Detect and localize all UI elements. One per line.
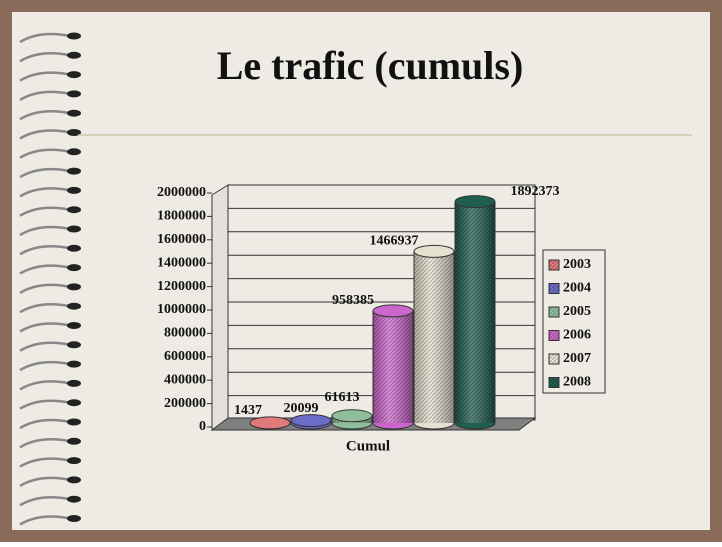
spiral-hole [67,264,81,271]
spiral-hole [67,341,81,348]
spiral-hole [67,457,81,464]
legend-label: 2005 [563,304,591,319]
legend-swatch-hatch [549,307,559,317]
spiral-hole [67,187,81,194]
legend-swatch-hatch [549,260,559,270]
y-tick-label: 1800000 [157,209,206,224]
y-tick-label: 0 [199,419,206,434]
bar-cap [332,410,372,422]
bar-cap [455,196,495,208]
spiral-hole [67,303,81,310]
spiral-hole [67,168,81,175]
spiral-hole [67,476,81,483]
spiral-hole [67,361,81,368]
legend-label: 2006 [563,328,591,343]
spiral-hole [67,226,81,233]
spiral-hole [67,206,81,213]
spiral-hole [67,245,81,252]
data-label: 958385 [332,293,374,308]
spiral-hole [67,110,81,117]
data-label: 20099 [284,401,319,416]
y-tick-label: 1200000 [157,279,206,294]
y-tick-label: 1600000 [157,232,206,247]
legend-label: 2007 [563,351,591,366]
y-tick-label: 600000 [164,349,206,364]
legend-swatch-hatch [549,331,559,341]
y-tick-label: 2000000 [157,185,206,200]
slide-title: Le trafic (cumuls) [217,43,524,88]
spiral-hole [67,33,81,40]
legend-swatch-hatch [549,378,559,388]
side-wall [212,185,228,430]
legend-swatch-hatch [549,354,559,364]
spiral-hole [67,380,81,387]
spiral-hole [67,283,81,290]
spiral-hole [67,148,81,155]
bar-hatch [373,311,413,423]
y-tick-label: 800000 [164,326,206,341]
spiral-hole [67,399,81,406]
data-label: 61613 [325,390,360,405]
legend-label: 2004 [563,281,591,296]
y-tick-label: 1400000 [157,255,206,270]
data-label: 1892373 [511,184,560,199]
bar-hatch [455,202,495,423]
spiral-hole [67,52,81,59]
legend-label: 2003 [563,257,591,272]
data-label: 1466937 [370,234,419,249]
slide: Le trafic (cumuls) Cumul 0 200000 400000 60… [0,0,722,542]
spiral-hole [67,322,81,329]
spiral-hole [67,419,81,426]
spiral-hole [67,90,81,97]
y-tick-label: 200000 [164,396,206,411]
spiral-hole [67,496,81,503]
bar-hatch [414,251,454,423]
bar-cap [291,415,331,427]
spiral-hole [67,71,81,78]
spiral-hole [67,515,81,522]
bar-cap [414,245,454,257]
y-tick-label: 400000 [164,372,206,387]
spiral-hole [67,438,81,445]
legend-swatch-hatch [549,284,559,294]
data-label: 1437 [234,403,262,418]
x-label: Cumul [346,438,390,454]
legend-label: 2008 [563,375,591,390]
y-tick-label: 1000000 [157,302,206,317]
bar-cap [373,305,413,317]
bar-cap [250,417,290,429]
